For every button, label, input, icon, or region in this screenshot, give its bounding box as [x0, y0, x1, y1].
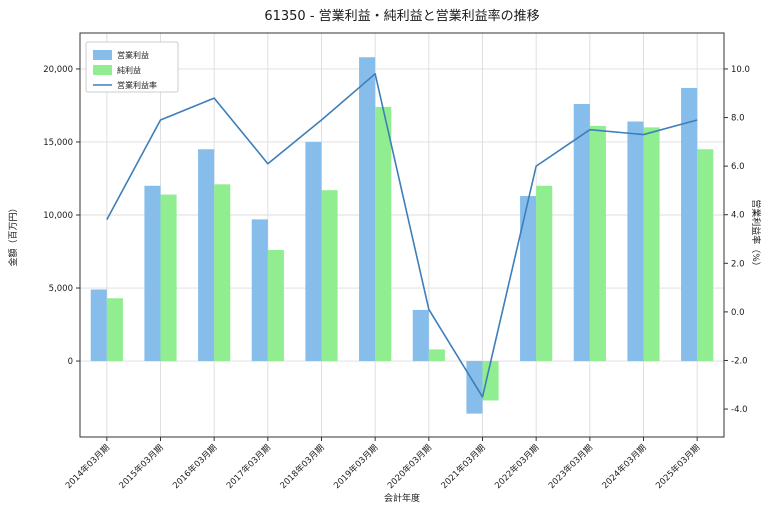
bar-net-profit: [160, 194, 177, 362]
y-axis-label-left: 金額（百万円）: [7, 203, 19, 266]
bar-operating-profit: [520, 196, 537, 362]
legend-swatch-operating-profit: [93, 50, 112, 60]
legend-label-operating-profit: 営業利益: [117, 50, 149, 60]
y-tick-label-right: 6.0: [731, 162, 745, 172]
y-tick-label-right: 10.0: [731, 65, 750, 75]
y-tick-label-right: 2.0: [731, 259, 745, 269]
bar-net-profit: [589, 125, 606, 362]
y-tick-label-left: 5,000: [49, 284, 73, 294]
y-tick-label-left: 0: [68, 357, 73, 367]
bar-net-profit: [214, 184, 231, 362]
bar-series: [90, 57, 714, 414]
bar-net-profit: [697, 149, 714, 362]
y-tick-label-left: 15,000: [43, 138, 73, 148]
bar-net-profit: [428, 349, 445, 362]
bar-operating-profit: [412, 309, 429, 362]
y-tick-label-right: 0.0: [731, 308, 745, 318]
bar-operating-profit: [198, 149, 215, 362]
bar-operating-profit: [251, 219, 268, 362]
bar-net-profit: [321, 190, 338, 362]
bar-net-profit: [643, 127, 660, 362]
bar-operating-profit: [144, 185, 161, 362]
x-axis-label: 会計年度: [384, 492, 420, 504]
chart-title: 61350 - 営業利益・純利益と営業利益率の推移: [264, 8, 539, 24]
legend-swatch-net-profit: [93, 65, 112, 75]
y-tick-label-right: 8.0: [731, 114, 745, 124]
bar-operating-profit: [359, 57, 376, 362]
legend-label-operating-margin: 営業利益率: [117, 80, 157, 90]
y-tick-label-right: -4.0: [731, 405, 748, 415]
bar-operating-profit: [305, 141, 322, 362]
plot-border: [79, 32, 725, 438]
bar-net-profit: [375, 106, 392, 362]
y-tick-label-left: 10,000: [43, 211, 73, 221]
bar-operating-profit: [573, 103, 590, 362]
bar-net-profit: [267, 250, 284, 362]
bar-net-profit: [106, 298, 123, 362]
y-tick-label-right: -2.0: [731, 356, 748, 366]
legend-label-net-profit: 純利益: [117, 65, 141, 75]
bar-operating-profit: [466, 361, 483, 414]
y-axis-label-right: 営業利益率（%）: [750, 199, 762, 271]
bar-net-profit: [482, 361, 499, 401]
bar-operating-profit: [681, 87, 698, 362]
operating-margin-line: [106, 73, 698, 398]
line-series: [106, 73, 698, 398]
y-tick-label-right: 4.0: [731, 211, 745, 221]
bar-net-profit: [536, 185, 553, 362]
bar-operating-profit: [90, 289, 107, 362]
y-tick-label-left: 20,000: [43, 65, 73, 75]
bar-operating-profit: [627, 121, 644, 362]
